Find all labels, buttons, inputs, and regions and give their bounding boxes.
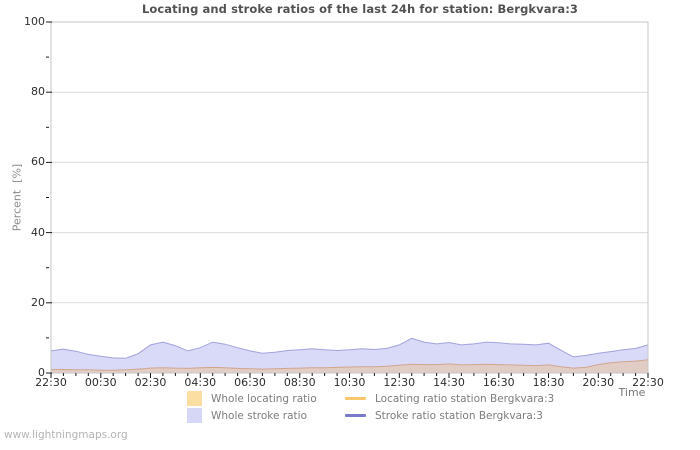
x-tick-label: 22:30 — [35, 376, 67, 389]
x-tick-label: 12:30 — [383, 376, 416, 389]
area-whole-locating-ratio — [51, 359, 648, 373]
x-tick-label: 04:30 — [184, 376, 217, 389]
x-tick-label: 10:30 — [333, 376, 366, 389]
x-tick-label: 02:30 — [134, 376, 167, 389]
x-tick-label: 00:30 — [84, 376, 117, 389]
y-tick-label: 80 — [31, 85, 45, 99]
watermark: www.lightningmaps.org — [4, 429, 128, 441]
y-axis-title: Percent [%] — [10, 163, 24, 232]
plot-frame — [50, 21, 649, 374]
x-tick-label: 22:30 — [632, 376, 664, 389]
line-locating-ratio-station — [51, 359, 649, 371]
y-tick-label: 0 — [38, 366, 45, 379]
x-tick-label: 18:30 — [532, 376, 565, 389]
x-tick-label: 08:30 — [283, 376, 316, 389]
line-stroke-ratio-station — [50, 337, 649, 359]
x-axis-title: Time — [618, 386, 646, 399]
x-tick-label: 06:30 — [234, 376, 266, 389]
x-tick-label: 20:30 — [582, 376, 615, 389]
x-tick-label: 16:30 — [482, 376, 515, 389]
y-tick-label: 40 — [31, 225, 45, 239]
x-tick-label: 14:30 — [433, 376, 465, 389]
y-tick-label: 60 — [31, 155, 45, 169]
y-tick-label: 20 — [31, 295, 45, 309]
y-tick-label: 100 — [24, 15, 45, 28]
chart-title: Locating and stroke ratios of the last 2… — [141, 2, 579, 16]
